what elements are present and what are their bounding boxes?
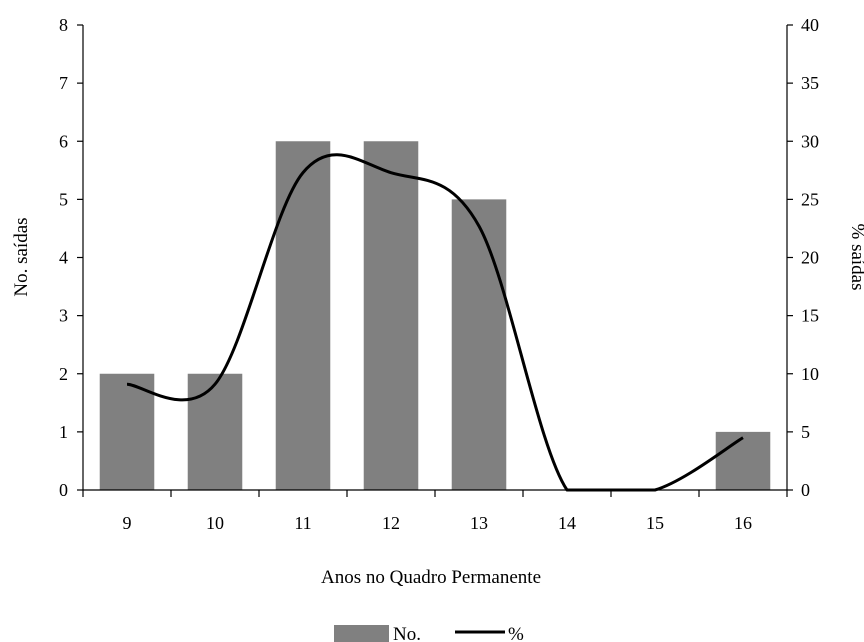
y-axis-left-label: No. saídas [11,217,32,296]
y-axis-right-label: % saídas [847,223,864,290]
x-tick-label-13: 13 [470,513,488,533]
y-left-tick-label: 4 [59,248,68,268]
y-right-tick-label: 35 [801,73,819,93]
y-right-tick-label: 20 [801,248,819,268]
y-right-tick-label: 10 [801,364,819,384]
x-tick-label-15: 15 [646,513,664,533]
x-tick-label-14: 14 [558,513,576,533]
bar-10 [187,373,243,490]
y-left-tick-label: 7 [59,73,68,93]
bar-12 [363,141,419,490]
x-tick-label-11: 11 [294,513,311,533]
bars-group [99,141,771,490]
y-left-tick-label: 8 [59,15,68,35]
bar-9 [99,373,155,490]
axes-group [77,24,793,497]
legend-label-line: % [508,624,524,642]
y-right-tick-label: 15 [801,306,819,326]
x-tick-label-12: 12 [382,513,400,533]
y-left-tick-label: 3 [59,306,68,326]
legend-label-bars: No. [393,624,421,642]
y-left-tick-label: 5 [59,189,68,209]
bar-11 [275,141,331,490]
y-left-tick-label: 1 [59,422,68,442]
legend-swatch-bar [334,625,389,642]
y-right-tick-label: 40 [801,15,819,35]
y-right-tick-label: 25 [801,189,819,209]
y-left-tick-label: 6 [59,131,68,151]
x-tick-label-9: 9 [123,513,132,533]
bar-13 [451,199,507,490]
x-tick-label-16: 16 [734,513,752,533]
y-right-tick-label: 30 [801,131,819,151]
y-right-tick-label: 5 [801,422,810,442]
y-left-tick-label: 2 [59,364,68,384]
line-group [126,153,744,492]
series-line-percent [126,153,744,492]
bar-16 [715,431,771,490]
y-left-tick-label: 0 [59,480,68,500]
x-axis-label: Anos no Quadro Permanente [321,567,541,588]
legend: No. % [334,624,524,642]
x-tick-label-10: 10 [206,513,224,533]
y-right-tick-label: 0 [801,480,810,500]
